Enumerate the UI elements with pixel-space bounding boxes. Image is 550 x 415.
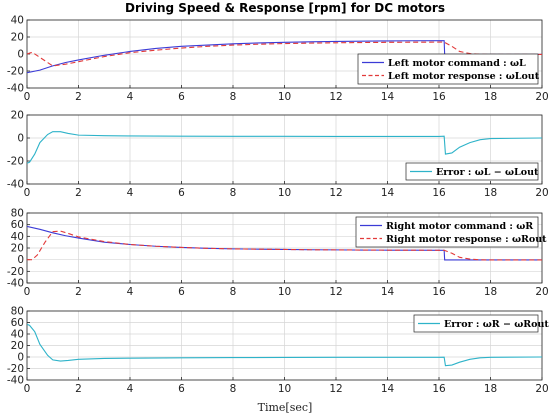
x-tick-label: 8 — [230, 383, 237, 395]
figure-title: Driving Speed & Response [rpm] for DC mo… — [125, 1, 445, 15]
series-line-1 — [27, 131, 542, 164]
y-tick-label: 40 — [11, 231, 24, 243]
y-tick-label: 80 — [11, 306, 24, 318]
x-tick-label: 0 — [24, 383, 31, 395]
x-tick-label: 14 — [381, 91, 395, 103]
x-tick-label: 8 — [230, 91, 237, 103]
x-tick-label: 18 — [484, 286, 497, 298]
y-tick-label: -40 — [7, 375, 24, 387]
legend: Left motor command : ωL Left motor respon… — [357, 53, 540, 85]
y-tick-label: 0 — [17, 254, 24, 266]
x-tick-label: 14 — [381, 187, 395, 199]
x-tick-label: 16 — [432, 91, 446, 103]
x-tick-label: 20 — [535, 187, 548, 199]
x-tick-label: 16 — [432, 383, 446, 395]
legend: Error : ωR − ωRout — [413, 314, 549, 333]
x-tick-label: 6 — [178, 286, 185, 298]
legend-box — [357, 53, 539, 85]
legend-label: Error : ωR − ωRout — [444, 319, 549, 330]
y-tick-label: 0 — [17, 133, 24, 145]
legend: Error : ωL − ωLout — [405, 162, 539, 181]
y-tick-label: -40 — [7, 179, 24, 191]
x-tick-label: 20 — [535, 286, 548, 298]
x-tick-label: 4 — [127, 91, 134, 103]
x-tick-label: 10 — [278, 383, 291, 395]
x-tick-label: 20 — [535, 91, 548, 103]
y-tick-label: 60 — [11, 317, 24, 329]
x-tick-label: 2 — [75, 383, 82, 395]
y-tick-label: -20 — [7, 156, 24, 168]
x-tick-label: 18 — [484, 187, 497, 199]
x-tick-label: 6 — [178, 187, 185, 199]
y-tick-label: 20 — [11, 110, 24, 122]
series-line-2 — [27, 41, 542, 67]
x-tick-label: 12 — [329, 383, 342, 395]
x-tick-label: 12 — [329, 91, 342, 103]
legend-box — [355, 216, 539, 248]
legend-label: Error : ωL − ωLout — [436, 167, 539, 178]
x-tick-label: 10 — [278, 286, 291, 298]
x-tick-label: 18 — [484, 383, 497, 395]
y-tick-label: -20 — [7, 363, 24, 375]
y-tick-label: -40 — [7, 278, 24, 290]
series-line-1 — [27, 323, 542, 367]
x-tick-label: 12 — [329, 286, 342, 298]
x-tick-label: 2 — [75, 91, 82, 103]
y-tick-label: 80 — [11, 208, 24, 220]
y-tick-label: -40 — [7, 83, 24, 95]
x-tick-label: 16 — [432, 187, 446, 199]
x-tick-label: 10 — [278, 187, 291, 199]
x-tick-label: 12 — [329, 187, 342, 199]
x-tick-label: 10 — [278, 91, 291, 103]
x-tick-label: 2 — [75, 187, 82, 199]
y-tick-label: -20 — [7, 66, 24, 78]
x-tick-label: 6 — [178, 383, 185, 395]
x-tick-label: 0 — [24, 286, 31, 298]
x-tick-label: 14 — [381, 383, 395, 395]
y-tick-label: 0 — [17, 49, 24, 61]
legend-label: Right motor response : ωRout — [386, 234, 547, 245]
x-axis-label: Time[sec] — [258, 401, 313, 414]
x-tick-label: 4 — [127, 383, 134, 395]
x-tick-label: 18 — [484, 91, 497, 103]
y-tick-label: 20 — [11, 340, 24, 352]
legend-label: Left motor response : ωLout — [388, 71, 540, 82]
y-tick-label: 60 — [11, 219, 24, 231]
x-tick-label: 14 — [381, 286, 395, 298]
x-tick-label: 4 — [127, 187, 134, 199]
y-tick-label: -20 — [7, 266, 24, 278]
y-tick-label: 40 — [11, 15, 24, 27]
legend-box — [405, 162, 539, 181]
y-tick-label: 40 — [11, 329, 24, 341]
legend-box — [413, 314, 539, 333]
y-tick-label: 20 — [11, 243, 24, 255]
subplot-2: 0 2 4 6 8 10 12 14 16 18 20 -40 -20 0 20 Error : ωL − ω… — [7, 110, 549, 200]
x-tick-label: 4 — [127, 286, 134, 298]
x-tick-label: 2 — [75, 286, 82, 298]
x-tick-label: 20 — [535, 383, 548, 395]
x-tick-label: 6 — [178, 91, 185, 103]
x-tick-label: 8 — [230, 286, 237, 298]
legend-label: Left motor command : ωL — [388, 58, 526, 69]
legend: Right motor command : ωR Right motor resp… — [355, 216, 547, 248]
x-tick-label: 16 — [432, 286, 446, 298]
x-tick-label: 0 — [24, 187, 31, 199]
x-tick-label: 0 — [24, 91, 31, 103]
subplot-1: 0 2 4 6 8 10 12 14 16 18 20 -40 -20 0 20 40 Left motor c… — [7, 15, 549, 104]
y-tick-label: 0 — [17, 352, 24, 364]
y-tick-label: 20 — [11, 32, 24, 44]
x-tick-label: 8 — [230, 187, 237, 199]
legend-label: Right motor command : ωR — [386, 221, 533, 232]
